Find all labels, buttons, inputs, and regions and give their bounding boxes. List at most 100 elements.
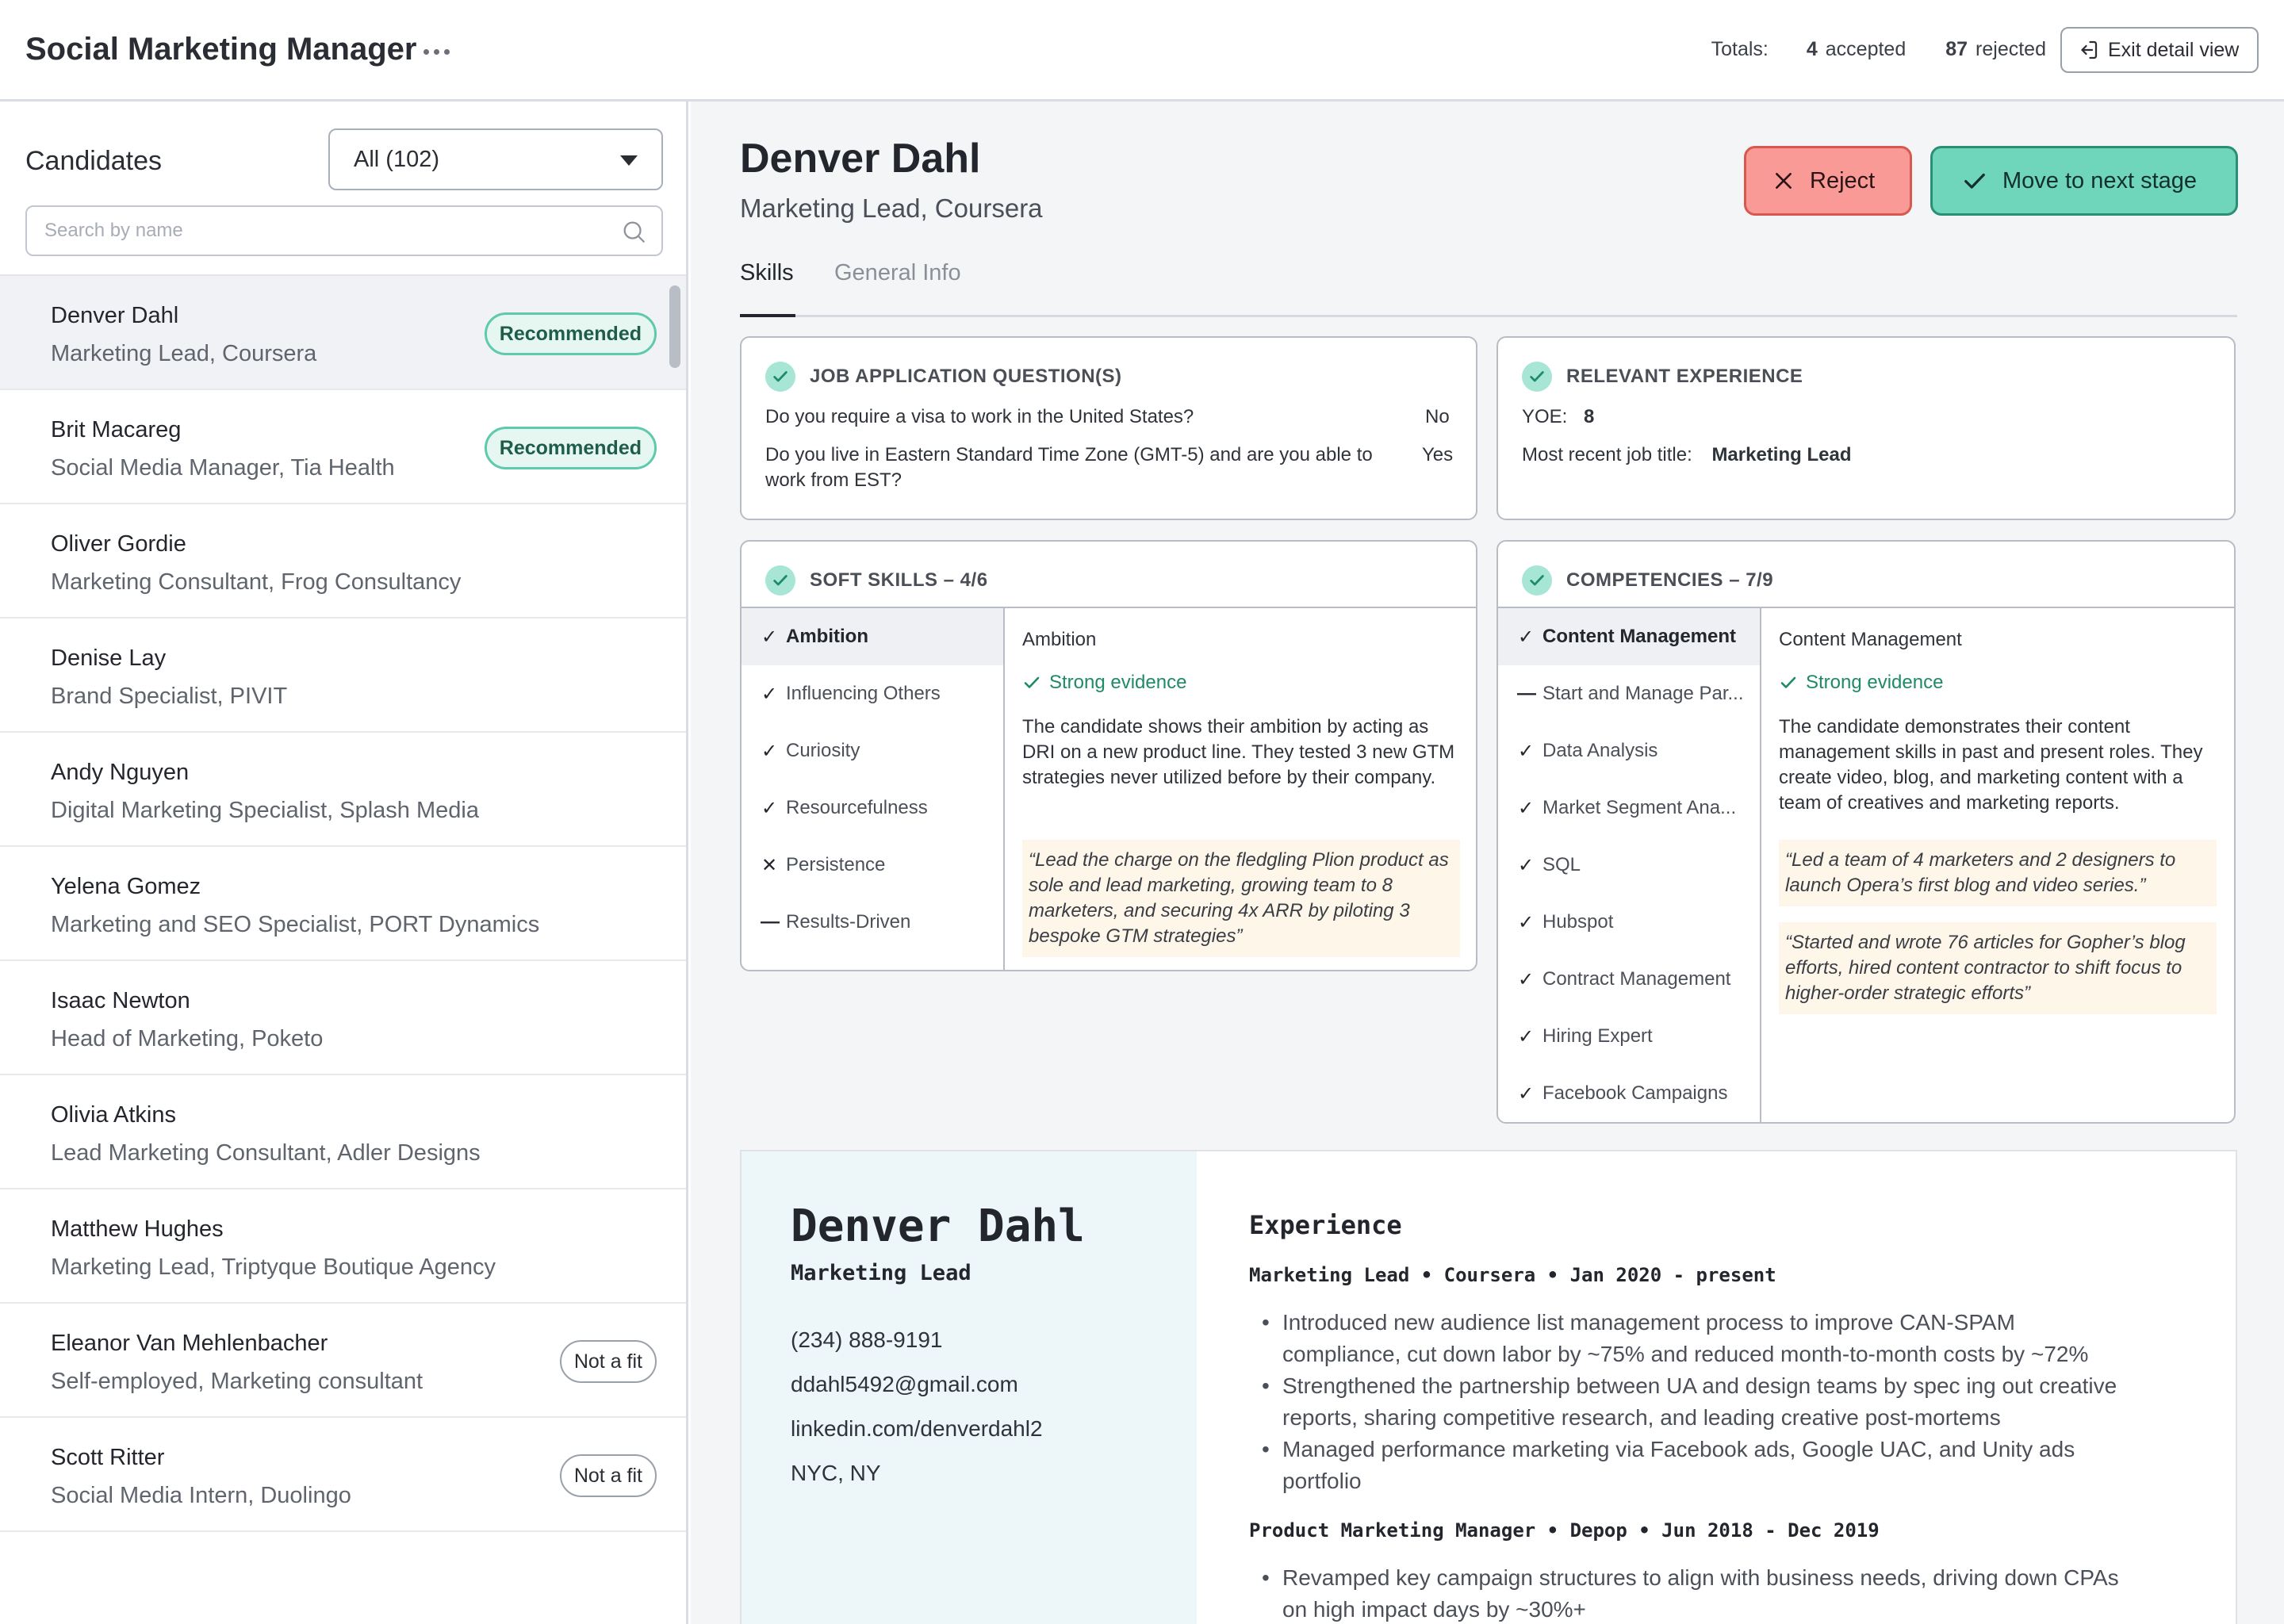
competency-description: The candidate demonstrates their content…	[1779, 716, 2203, 814]
recent-title-value: Marketing Lead	[1711, 444, 1852, 465]
candidate-row[interactable]: Brit Macareg Social Media Manager, Tia H…	[0, 390, 686, 504]
tab-skills[interactable]: Skills	[740, 260, 795, 317]
search-input[interactable]	[27, 207, 582, 255]
competency-item[interactable]: ✓ SQL	[1498, 837, 1760, 894]
resume-bullet: Introduced new audience list management …	[1262, 1307, 2123, 1370]
candidate-name: Isaac Newton	[51, 988, 190, 1013]
candidate-detail-name: Denver Dahl	[740, 136, 981, 182]
candidate-row[interactable]: Eleanor Van Mehlenbacher Self-employed, …	[0, 1304, 686, 1418]
candidate-name: Eleanor Van Mehlenbacher	[51, 1331, 328, 1356]
exit-detail-view-label: Exit detail view	[2108, 38, 2240, 61]
candidate-filter-select[interactable]: All (102)	[328, 128, 663, 190]
soft-skill-item[interactable]: ✕ Persistence	[742, 837, 1003, 894]
answer-1: No	[1425, 406, 1450, 427]
close-icon	[1776, 173, 1792, 189]
candidate-role: Marketing Consultant, Frog Consultancy	[51, 569, 462, 595]
yoe-label: YOE:	[1522, 406, 1568, 427]
candidate-detail: Denver Dahl Marketing Lead, Coursera Rej…	[691, 102, 2284, 1624]
reject-label: Reject	[1810, 167, 1876, 193]
candidates-panel: Candidates All (102) Denver Dahl Marketi…	[0, 102, 688, 1624]
competency-item[interactable]: ✓ Contract Management	[1498, 951, 1760, 1008]
candidate-row[interactable]: Andy Nguyen Digital Marketing Specialist…	[0, 733, 686, 847]
check-icon: ✓	[761, 626, 778, 648]
check-icon: ✓	[761, 740, 778, 762]
candidate-name: Olivia Atkins	[51, 1102, 176, 1128]
candidate-role: Self-employed, Marketing consultant	[51, 1369, 423, 1394]
candidate-name: Brit Macareg	[51, 417, 182, 442]
candidates-title: Candidates	[25, 146, 163, 176]
totals-summary: Totals: 4 accepted 87 rejected	[1711, 38, 2046, 61]
skill-label: Results-Driven	[786, 911, 911, 933]
evidence-quote: “Led a team of 4 marketers and 2 designe…	[1779, 840, 2217, 906]
competency-item[interactable]: ✓ Facebook Campaigns	[1498, 1065, 1760, 1122]
evidence-label: Strong evidence	[1022, 672, 1186, 694]
job-questions-card: JOB APPLICATION QUESTION(S) Do you requi…	[740, 336, 1477, 520]
candidate-row[interactable]: Matthew Hughes Marketing Lead, Triptyque…	[0, 1189, 686, 1304]
resume-name: Denver Dahl	[791, 1201, 1085, 1252]
resume-linkedin: linkedin.com/denverdahl2	[791, 1416, 1043, 1441]
resume-bullet: Strengthened the partnership between UA …	[1262, 1370, 2123, 1434]
candidate-role: Social Media Manager, Tia Health	[51, 455, 395, 481]
candidate-row[interactable]: Olivia Atkins Lead Marketing Consultant,…	[0, 1075, 686, 1189]
candidate-name: Matthew Hughes	[51, 1216, 224, 1242]
check-icon: ✓	[1517, 1025, 1535, 1048]
not-a-fit-badge: Not a fit	[559, 1340, 657, 1383]
competency-item[interactable]: ✓ Data Analysis	[1498, 722, 1760, 779]
yoe-value: 8	[1584, 406, 1595, 427]
competency-item[interactable]: ✓ Content Management	[1498, 608, 1760, 665]
soft-skill-item[interactable]: ✓ Ambition	[742, 608, 1003, 665]
evidence-label: Strong evidence	[1779, 672, 1943, 694]
soft-skill-item[interactable]: — Results-Driven	[742, 894, 1003, 951]
check-icon: ✓	[1517, 854, 1535, 876]
recommended-badge: Recommended	[484, 312, 657, 355]
candidate-role: Social Media Intern, Duolingo	[51, 1483, 351, 1508]
soft-skill-item[interactable]: ✓ Influencing Others	[742, 665, 1003, 722]
list-scrollbar[interactable]	[669, 285, 680, 368]
relevant-experience-card: RELEVANT EXPERIENCE YOE: 8 Most recent j…	[1496, 336, 2236, 520]
candidate-role: Marketing Lead, Triptyque Boutique Agenc…	[51, 1254, 496, 1280]
skill-label: Resourcefulness	[786, 797, 928, 818]
search-icon[interactable]	[620, 218, 647, 245]
soft-skills-header: SOFT SKILLS – 4/6	[765, 565, 988, 596]
exit-detail-view-button[interactable]: Exit detail view	[2060, 27, 2259, 73]
competency-label: Start and Manage Par...	[1542, 683, 1744, 704]
competency-item[interactable]: ✓ Hiring Expert	[1498, 1008, 1760, 1065]
move-to-next-stage-button[interactable]: Move to next stage	[1930, 146, 2238, 216]
recommended-badge: Recommended	[484, 427, 657, 469]
candidate-role: Lead Marketing Consultant, Adler Designs	[51, 1140, 481, 1166]
soft-skill-item[interactable]: ✓ Curiosity	[742, 722, 1003, 779]
candidate-row[interactable]: Denver Dahl Marketing Lead, Coursera Rec…	[0, 276, 686, 390]
check-circle-icon	[765, 565, 795, 596]
skill-label: Persistence	[786, 854, 886, 875]
soft-skill-item[interactable]: ✓ Resourcefulness	[742, 779, 1003, 837]
check-icon: ✓	[761, 683, 778, 705]
candidate-row[interactable]: Denise Lay Brand Specialist, PIVIT	[0, 619, 686, 733]
reject-button[interactable]: Reject	[1744, 146, 1912, 216]
candidate-row[interactable]: Isaac Newton Head of Marketing, Poketo	[0, 961, 686, 1075]
tab-general-info[interactable]: General Info	[834, 260, 961, 285]
check-icon: ✓	[1517, 1082, 1535, 1105]
competency-item[interactable]: ✓ Market Segment Ana...	[1498, 779, 1760, 837]
competency-item[interactable]: ✓ Hubspot	[1498, 894, 1760, 951]
check-circle-icon	[765, 362, 795, 392]
relevant-experience-header: RELEVANT EXPERIENCE	[1522, 362, 1803, 392]
dash-icon: —	[1517, 683, 1536, 704]
resume-phone: (234) 888-9191	[791, 1327, 943, 1352]
candidate-name: Denise Lay	[51, 645, 167, 671]
candidate-row[interactable]: Yelena Gomez Marketing and SEO Specialis…	[0, 847, 686, 961]
competency-item[interactable]: — Start and Manage Par...	[1498, 665, 1760, 722]
candidate-row[interactable]: Oliver Gordie Marketing Consultant, Frog…	[0, 504, 686, 619]
check-icon: ✓	[1517, 740, 1535, 762]
detail-tabs: Skills General Info	[740, 260, 2237, 317]
resume-job-heading: Marketing Lead • Coursera • Jan 2020 - p…	[1249, 1264, 1776, 1286]
yoe-row: YOE: 8	[1522, 404, 1594, 430]
candidate-name: Yelena Gomez	[51, 874, 201, 899]
divider	[1003, 608, 1005, 970]
job-questions-title: JOB APPLICATION QUESTION(S)	[810, 366, 1122, 387]
more-options-icon[interactable]	[423, 44, 455, 55]
candidate-detail-role: Marketing Lead, Coursera	[740, 193, 1043, 223]
candidate-row[interactable]: Scott Ritter Social Media Intern, Duolin…	[0, 1418, 686, 1532]
rejected-label: rejected	[1976, 38, 2046, 60]
resume-experience-heading: Experience	[1249, 1210, 1402, 1240]
skill-label: Curiosity	[786, 740, 860, 761]
